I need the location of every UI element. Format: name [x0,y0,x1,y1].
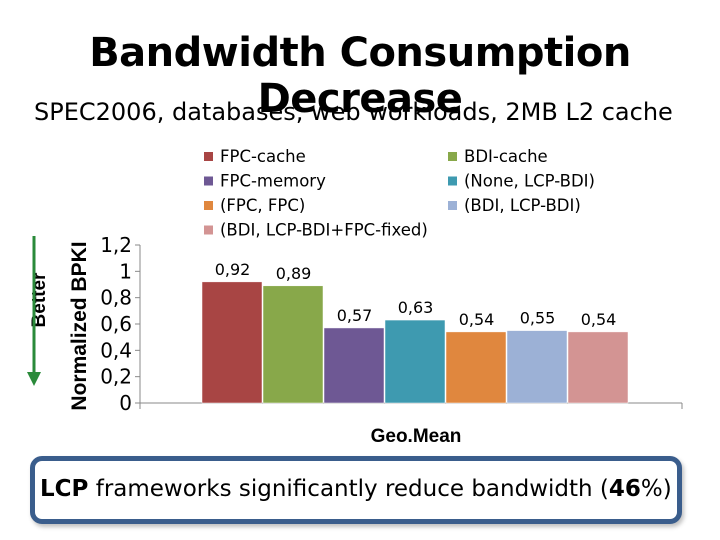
y-tick-label: 0 [119,391,132,415]
legend-label: FPC-memory [220,172,326,191]
legend-swatch [204,201,213,210]
legend-swatch [204,225,213,235]
bar-data-label: 0,54 [581,310,617,329]
y-tick-label: 0,8 [100,286,132,310]
bar-data-label: 0,89 [276,264,312,283]
y-tick-label: 0,6 [100,312,132,336]
legend-label: BDI-cache [464,147,548,166]
bar [384,319,446,404]
x-category-label: Geo.Mean [371,426,462,447]
y-tick-label: 1 [119,259,132,283]
bar-chart: 1,21 0,80,60,4 0,20 0,92 0,89 0,57 0,63 0,54 0,5… [27,147,683,447]
callout-bold-lcp: LCP [40,476,89,502]
bar-data-label: 0,54 [459,310,495,329]
bar [445,331,507,404]
callout-bold-percent: 46 [608,476,641,502]
slide-subtitle: SPEC2006, databases, web workloads, 2MB … [34,98,673,126]
legend-swatch [448,152,457,161]
callout-text: LCP frameworks significantly reduce band… [40,476,672,502]
bar-data-label: 0,55 [520,309,556,328]
bar-data-label: 0,57 [337,306,373,325]
legend-swatch [204,176,213,186]
legend-label: (None, LCP-BDI) [464,172,595,191]
bar [506,330,568,404]
bar [567,331,629,404]
legend-label: (BDI, LCP-BDI) [464,196,581,215]
better-arrow-head-icon [27,372,41,386]
y-tick-label: 0,2 [100,365,132,389]
legend-label: (BDI, LCP-BDI+FPC-fixed) [220,221,428,240]
y-tick-label: 0,4 [100,338,132,362]
bar-data-label: 0,92 [215,260,251,279]
bar-data-label: 0,63 [398,298,434,317]
slide-title: Bandwidth Consumption Decrease [89,30,631,122]
legend-swatch [204,152,213,161]
callout-text-1: frameworks significantly reduce bandwidt… [88,476,609,502]
callout-text-2: %) [640,476,672,502]
legend-label: FPC-cache [220,147,306,166]
legend-label: (FPC, FPC) [220,196,305,215]
legend-swatch [448,176,457,186]
y-tick-label: 1,2 [100,233,132,257]
bar [323,327,385,404]
bar [262,285,324,404]
callout-box [30,456,682,524]
legend-swatch [448,201,457,210]
bar [201,281,263,404]
